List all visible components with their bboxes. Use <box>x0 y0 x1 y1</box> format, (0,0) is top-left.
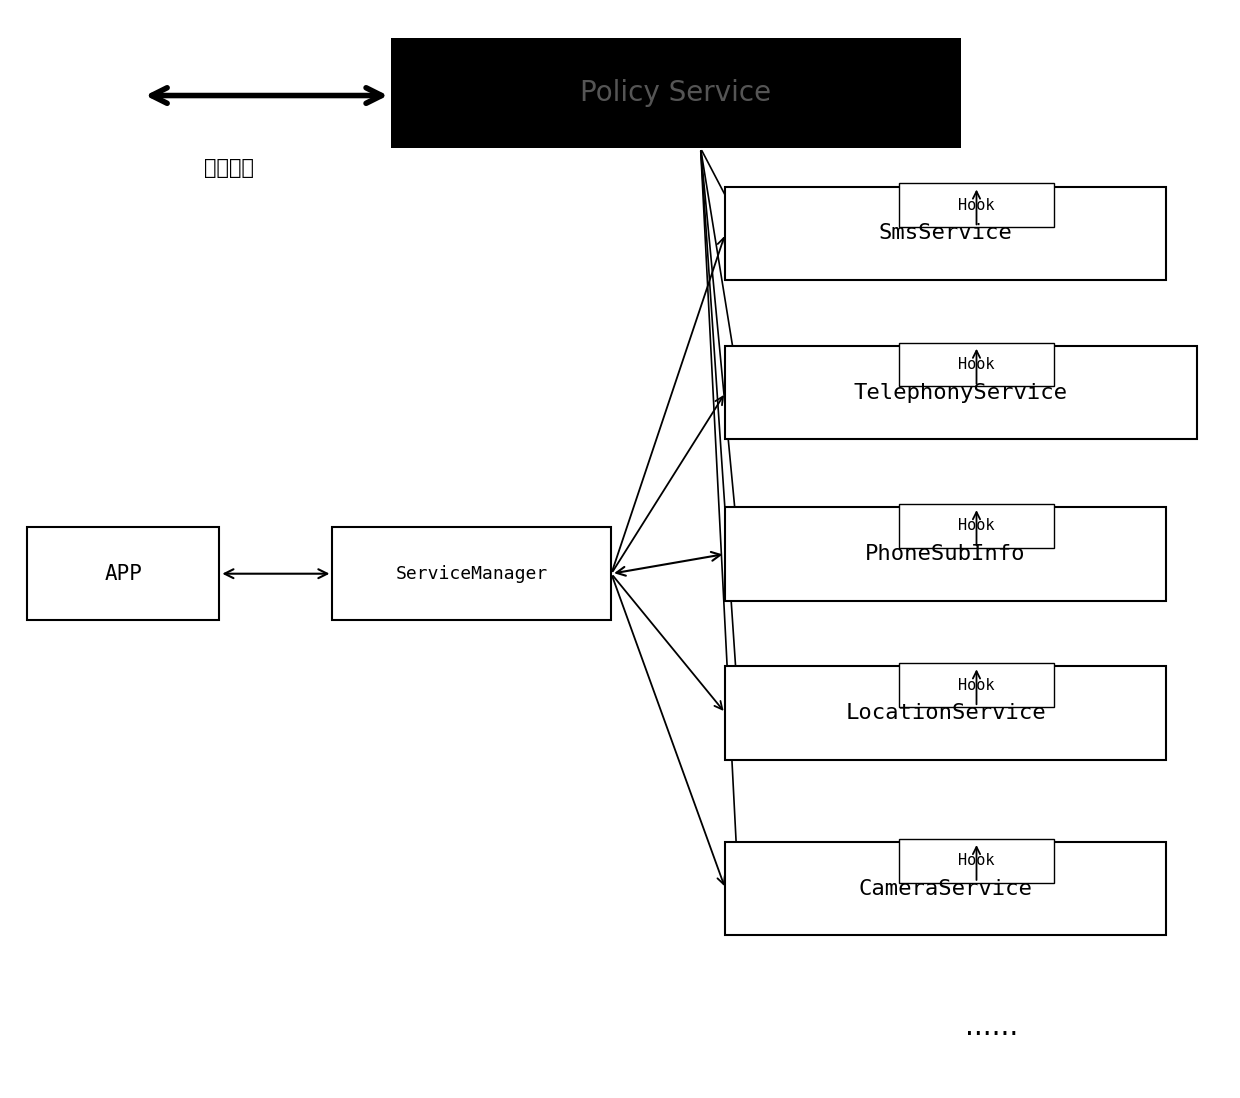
Text: TelephonyService: TelephonyService <box>854 382 1068 403</box>
Text: Hook: Hook <box>959 198 994 213</box>
FancyBboxPatch shape <box>391 38 961 148</box>
Text: CameraService: CameraService <box>858 878 1033 899</box>
FancyBboxPatch shape <box>899 504 1054 548</box>
Text: PhoneSubInfo: PhoneSubInfo <box>866 544 1025 564</box>
FancyBboxPatch shape <box>332 527 611 620</box>
Text: Policy Service: Policy Service <box>580 79 771 108</box>
FancyBboxPatch shape <box>899 839 1054 883</box>
Text: Hook: Hook <box>959 357 994 372</box>
Text: ServiceManager: ServiceManager <box>396 564 548 583</box>
Text: APP: APP <box>104 563 143 584</box>
FancyBboxPatch shape <box>27 527 219 620</box>
FancyBboxPatch shape <box>899 183 1054 227</box>
Text: Hook: Hook <box>959 677 994 693</box>
FancyBboxPatch shape <box>899 343 1054 386</box>
Text: ......: ...... <box>966 1012 1018 1041</box>
Text: LocationService: LocationService <box>846 703 1045 724</box>
FancyBboxPatch shape <box>899 663 1054 707</box>
FancyBboxPatch shape <box>725 842 1166 935</box>
Text: Hook: Hook <box>959 518 994 534</box>
Text: 行为输出: 行为输出 <box>205 158 254 178</box>
Text: Hook: Hook <box>959 853 994 869</box>
FancyBboxPatch shape <box>725 187 1166 280</box>
Text: SmsService: SmsService <box>879 223 1012 244</box>
FancyBboxPatch shape <box>725 507 1166 601</box>
FancyBboxPatch shape <box>725 666 1166 760</box>
FancyBboxPatch shape <box>725 346 1197 439</box>
